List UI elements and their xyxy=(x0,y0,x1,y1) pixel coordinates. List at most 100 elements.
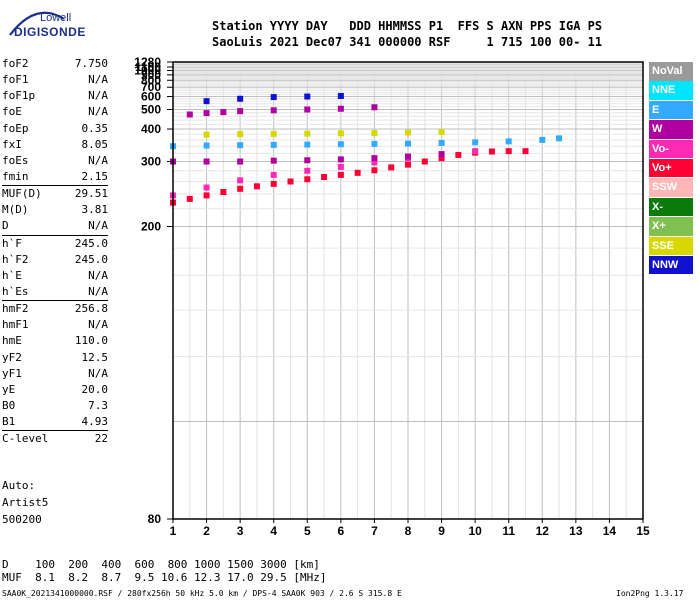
param-row: foF1 N/A xyxy=(2,72,108,88)
param-separator xyxy=(2,300,108,302)
echo-point xyxy=(237,158,244,165)
param-separator xyxy=(2,234,108,236)
param-value: 29.51 xyxy=(74,187,108,201)
echo-point xyxy=(522,148,529,155)
param-separator xyxy=(2,185,108,187)
param-row: h`F2 245.0 xyxy=(2,252,108,268)
echo-point xyxy=(337,156,344,163)
echo-point xyxy=(371,130,378,137)
param-value: 245.0 xyxy=(74,236,108,250)
param-row: C-level 22 xyxy=(2,431,108,447)
param-value: 7.750 xyxy=(74,57,108,70)
echo-point xyxy=(354,169,361,176)
param-value: 20.0 xyxy=(81,382,109,396)
header-row-2: SaoLuis 2021 Dec07 341 000000 RSF 1 715 … xyxy=(212,35,603,49)
echo-point xyxy=(337,130,344,137)
x-tick-label: 14 xyxy=(603,524,617,538)
param-value: 110.0 xyxy=(74,334,108,348)
echo-point xyxy=(304,167,311,174)
echo-point xyxy=(405,161,411,168)
echo-point xyxy=(304,176,311,183)
param-label: h`F2 xyxy=(2,252,29,266)
param-label: foF1p xyxy=(2,89,36,103)
param-row: yE 20.0 xyxy=(2,382,108,398)
autoscale-version: 500200 xyxy=(2,513,42,526)
legend-entry: NoVal xyxy=(649,62,693,81)
param-value: 256.8 xyxy=(74,302,108,316)
param-label: hmE xyxy=(2,334,22,348)
echo-point xyxy=(371,159,378,166)
param-value: 245.0 xyxy=(74,252,108,266)
param-row: foEp 0.35 xyxy=(2,121,108,137)
y-tick-label: 400 xyxy=(141,122,161,136)
echo-point xyxy=(304,93,311,100)
param-label: yE xyxy=(2,382,16,396)
echo-point xyxy=(438,139,445,146)
param-row: B1 4.93 xyxy=(2,414,108,430)
echo-point xyxy=(405,129,411,136)
parameter-panel: foF2 7.750 foF1 N/A foF1p N/A foE N/A foEp 0.35 fx… xyxy=(2,56,108,447)
param-value: 3.81 xyxy=(81,203,109,217)
param-row: hmE 110.0 xyxy=(2,333,108,349)
echo-point xyxy=(455,151,462,158)
param-value: N/A xyxy=(88,366,108,380)
x-tick-label: 4 xyxy=(270,524,277,538)
footer-source: SAA0K_2021341000000.RSF / 280fx256h 50 k… xyxy=(2,589,402,598)
echo-point xyxy=(203,142,210,149)
logo-line1: Lowell xyxy=(40,12,72,24)
echo-point xyxy=(220,189,227,196)
y-tick-label: 600 xyxy=(141,90,161,104)
param-value: 12.5 xyxy=(81,350,109,364)
param-row: hmF2 256.8 xyxy=(2,301,108,317)
echo-point xyxy=(371,155,378,162)
param-row: h`Es N/A xyxy=(2,284,108,300)
echo-point xyxy=(304,141,311,148)
echo-point xyxy=(270,180,277,187)
footer-version: Ion2Png 1.3.17 xyxy=(616,589,684,598)
echo-point xyxy=(488,148,495,155)
echo-point xyxy=(337,92,344,99)
param-value: N/A xyxy=(88,153,108,167)
x-tick-label: 5 xyxy=(304,524,311,538)
plot-frame xyxy=(172,61,644,520)
y-tick-label: 1280 xyxy=(134,55,161,69)
grid xyxy=(172,61,644,519)
x-tick-label: 1 xyxy=(170,524,177,538)
legend-entry: Vo- xyxy=(649,139,693,159)
legend-entry: Vo+ xyxy=(649,158,693,178)
param-label: M(D) xyxy=(2,203,29,217)
echo-point xyxy=(270,157,277,164)
param-row: foEs N/A xyxy=(2,153,108,169)
echo-point xyxy=(270,141,277,148)
param-value: 4.93 xyxy=(81,415,109,429)
param-label: B0 xyxy=(2,398,16,412)
footer-distance-row: D 100 200 400 600 800 1000 1500 3000 [km… xyxy=(2,558,320,571)
echo-point xyxy=(505,138,512,145)
legend-entry: W xyxy=(649,120,693,139)
legend-entry: SSE xyxy=(649,236,693,256)
echo-point xyxy=(220,109,227,116)
y-tick-label: 700 xyxy=(141,80,161,94)
tick-labels: 1 2 3 4 5 6 7 8 9 10 11 12 13 14 158020030040050060070… xyxy=(134,55,650,538)
echo-point xyxy=(438,151,445,158)
param-row: fmin 2.15 xyxy=(2,169,108,185)
param-value: N/A xyxy=(88,89,108,103)
echo-point xyxy=(438,129,445,136)
param-row: MUF(D) 29.51 xyxy=(2,186,108,202)
param-value: 0.35 xyxy=(81,121,109,135)
y-tick-label: 300 xyxy=(141,155,161,169)
param-row: foE N/A xyxy=(2,104,108,120)
x-tick-label: 12 xyxy=(536,524,550,538)
y-tick-label: 80 xyxy=(148,512,162,526)
legend-entry: NNW xyxy=(649,255,693,275)
echo-point xyxy=(472,139,479,146)
footer-muf-row: MUF 8.1 8.2 8.7 9.5 10.6 12.3 17.0 29.5 … xyxy=(2,571,327,584)
param-value: N/A xyxy=(88,105,108,119)
echo-point xyxy=(203,158,210,165)
echo-point xyxy=(472,148,479,155)
y-tick-label: 900 xyxy=(141,68,161,82)
echo-point xyxy=(270,107,277,114)
echo-point xyxy=(253,183,260,190)
y-tick-label: 500 xyxy=(141,103,161,117)
